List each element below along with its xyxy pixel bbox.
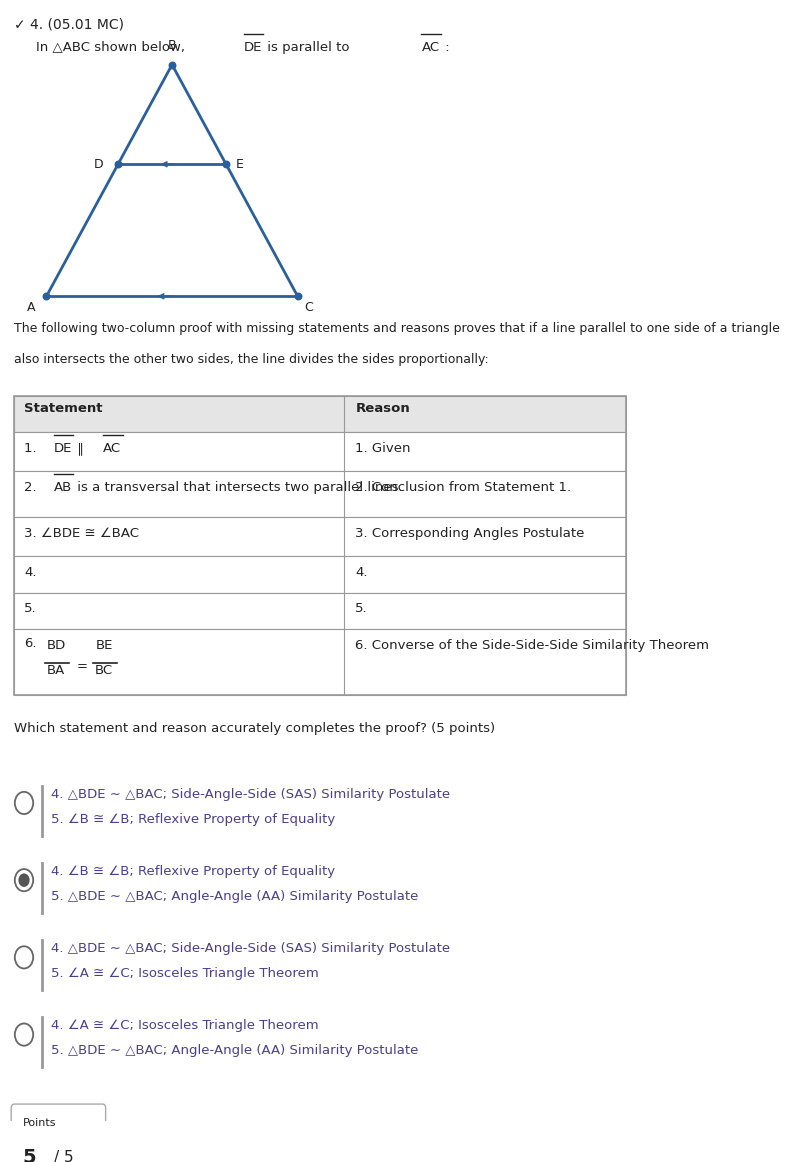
Text: is parallel to: is parallel to [263, 41, 354, 53]
FancyBboxPatch shape [14, 593, 626, 630]
Text: AC: AC [103, 442, 121, 456]
Text: 5.: 5. [24, 602, 37, 615]
Text: DE: DE [243, 41, 262, 53]
Text: / 5: / 5 [54, 1150, 74, 1162]
FancyBboxPatch shape [14, 471, 626, 517]
Text: BE: BE [95, 639, 113, 652]
Text: 5: 5 [22, 1148, 36, 1162]
Text: =: = [77, 660, 88, 673]
Text: B: B [168, 40, 176, 52]
Text: DE: DE [54, 442, 72, 456]
Text: A: A [26, 301, 35, 314]
Text: 3. ∠BDE ≅ ∠BAC: 3. ∠BDE ≅ ∠BAC [24, 526, 139, 540]
Text: 1. Given: 1. Given [355, 442, 410, 456]
Text: 5. ∠A ≅ ∠C; Isosceles Triangle Theorem: 5. ∠A ≅ ∠C; Isosceles Triangle Theorem [51, 967, 319, 980]
Text: Reason: Reason [355, 402, 410, 416]
Text: AC: AC [422, 41, 439, 53]
FancyBboxPatch shape [14, 630, 626, 695]
Text: E: E [236, 158, 243, 171]
Text: 5. △BDE ∼ △BAC; Angle-Angle (AA) Similarity Postulate: 5. △BDE ∼ △BAC; Angle-Angle (AA) Similar… [51, 1045, 418, 1057]
Text: 4. △BDE ∼ △BAC; Side-Angle-Side (SAS) Similarity Postulate: 4. △BDE ∼ △BAC; Side-Angle-Side (SAS) Si… [51, 788, 450, 801]
Text: 2. Conclusion from Statement 1.: 2. Conclusion from Statement 1. [355, 481, 571, 494]
Text: 4. ∠B ≅ ∠B; Reflexive Property of Equality: 4. ∠B ≅ ∠B; Reflexive Property of Equali… [51, 865, 335, 877]
Text: The following two-column proof with missing statements and reasons proves that i: The following two-column proof with miss… [14, 322, 780, 336]
Text: C: C [304, 301, 313, 314]
Text: is a transversal that intersects two parallel lines.: is a transversal that intersects two par… [74, 481, 403, 494]
Point [40, 287, 53, 306]
Text: 4.: 4. [24, 566, 37, 579]
Text: Points: Points [22, 1118, 56, 1127]
Text: 6. Converse of the Side-Side-Side Similarity Theorem: 6. Converse of the Side-Side-Side Simila… [355, 639, 710, 652]
Text: Which statement and reason accurately completes the proof? (5 points): Which statement and reason accurately co… [14, 722, 495, 734]
Text: 5. △BDE ∼ △BAC; Angle-Angle (AA) Similarity Postulate: 5. △BDE ∼ △BAC; Angle-Angle (AA) Similar… [51, 890, 418, 903]
Text: ∥: ∥ [74, 442, 89, 456]
Text: Statement: Statement [24, 402, 102, 416]
Text: 4. △BDE ∼ △BAC; Side-Angle-Side (SAS) Similarity Postulate: 4. △BDE ∼ △BAC; Side-Angle-Side (SAS) Si… [51, 942, 450, 955]
FancyBboxPatch shape [14, 396, 626, 432]
Point [112, 155, 125, 173]
Point [291, 287, 304, 306]
FancyBboxPatch shape [14, 517, 626, 555]
Text: 5. ∠B ≅ ∠B; Reflexive Property of Equality: 5. ∠B ≅ ∠B; Reflexive Property of Equali… [51, 812, 335, 826]
FancyBboxPatch shape [14, 555, 626, 593]
Text: :: : [442, 41, 450, 53]
Text: BD: BD [46, 639, 66, 652]
Text: 1.: 1. [24, 442, 41, 456]
FancyBboxPatch shape [11, 1104, 106, 1162]
Point [220, 155, 233, 173]
Text: BA: BA [47, 664, 65, 677]
Text: 5.: 5. [355, 602, 368, 615]
Text: 4.: 4. [355, 566, 368, 579]
Text: 2.: 2. [24, 481, 41, 494]
Text: also intersects the other two sides, the line divides the sides proportionally:: also intersects the other two sides, the… [14, 353, 489, 366]
Text: 6.: 6. [24, 637, 37, 650]
Text: In △ABC shown below,: In △ABC shown below, [36, 41, 190, 53]
Text: 3. Corresponding Angles Postulate: 3. Corresponding Angles Postulate [355, 526, 585, 540]
Text: D: D [94, 158, 104, 171]
FancyBboxPatch shape [14, 432, 626, 471]
Point [166, 56, 178, 74]
Circle shape [18, 874, 30, 887]
Text: BC: BC [95, 664, 113, 677]
Text: 4. ∠A ≅ ∠C; Isosceles Triangle Theorem: 4. ∠A ≅ ∠C; Isosceles Triangle Theorem [51, 1019, 319, 1032]
Text: AB: AB [54, 481, 72, 494]
Text: ✓ 4. (05.01 MC): ✓ 4. (05.01 MC) [14, 17, 125, 31]
